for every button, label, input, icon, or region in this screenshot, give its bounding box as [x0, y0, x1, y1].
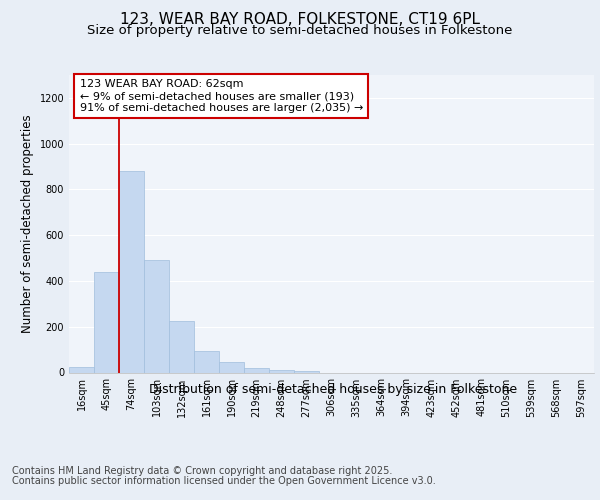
Text: Contains public sector information licensed under the Open Government Licence v3: Contains public sector information licen… [12, 476, 436, 486]
Bar [69, 367, 94, 372]
Bar [119, 171, 144, 372]
Bar [169, 321, 194, 372]
Bar [244, 368, 269, 372]
Text: 123 WEAR BAY ROAD: 62sqm
← 9% of semi-detached houses are smaller (193)
91% of s: 123 WEAR BAY ROAD: 62sqm ← 9% of semi-de… [79, 80, 363, 112]
Bar [194, 351, 219, 372]
Text: 123, WEAR BAY ROAD, FOLKESTONE, CT19 6PL: 123, WEAR BAY ROAD, FOLKESTONE, CT19 6PL [120, 12, 480, 28]
Text: Contains HM Land Registry data © Crown copyright and database right 2025.: Contains HM Land Registry data © Crown c… [12, 466, 392, 476]
Y-axis label: Number of semi-detached properties: Number of semi-detached properties [21, 114, 34, 333]
Bar [219, 362, 244, 372]
Text: Size of property relative to semi-detached houses in Folkestone: Size of property relative to semi-detach… [88, 24, 512, 37]
Bar [269, 370, 294, 372]
Bar [144, 260, 169, 372]
Text: Distribution of semi-detached houses by size in Folkestone: Distribution of semi-detached houses by … [149, 382, 517, 396]
Bar [94, 272, 119, 372]
